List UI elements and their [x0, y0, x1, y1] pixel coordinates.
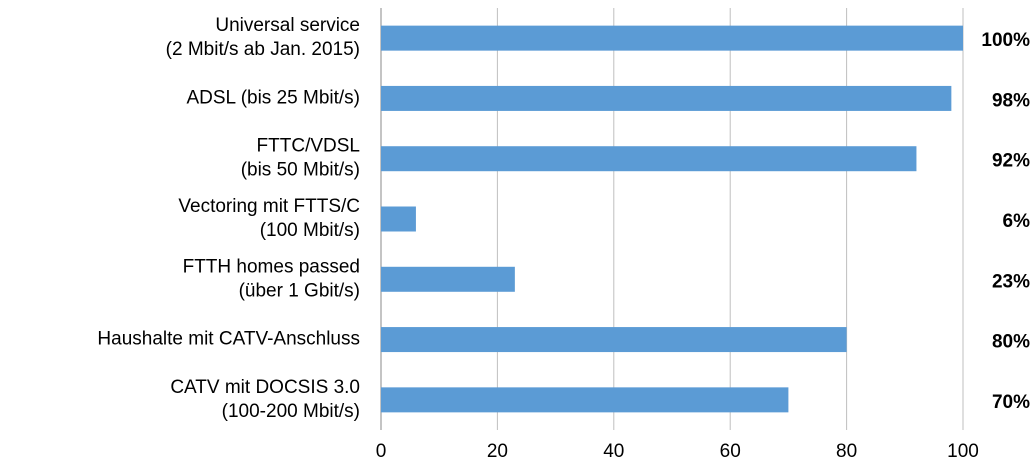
y-tick-label: Haushalte mit CATV-Anschluss — [97, 329, 360, 350]
bar — [381, 327, 847, 353]
value-label: 6% — [1003, 211, 1031, 232]
value-label: 98% — [992, 90, 1030, 111]
value-label: 23% — [992, 271, 1030, 292]
bar — [381, 206, 416, 232]
bar — [381, 266, 515, 292]
x-tick-label: 20 — [487, 441, 508, 462]
x-tick-label: 0 — [376, 441, 387, 462]
x-tick-label: 40 — [603, 441, 624, 462]
x-tick-label: 80 — [836, 441, 857, 462]
bar — [381, 387, 789, 413]
value-label: 80% — [992, 332, 1030, 353]
y-tick-label: ADSL (bis 25 Mbit/s) — [186, 87, 360, 108]
bar — [381, 146, 917, 172]
value-label: 100% — [981, 30, 1030, 51]
value-label: 92% — [992, 151, 1030, 172]
bar — [381, 25, 963, 51]
y-tick-label: FTTC/VDSL (bis 50 Mbit/s) — [241, 136, 360, 181]
value-label: 70% — [992, 392, 1030, 413]
y-tick-label: CATV mit DOCSIS 3.0 (100-200 Mbit/s) — [170, 377, 360, 422]
bar — [381, 85, 952, 111]
y-tick-label: FTTH homes passed (über 1 Gbit/s) — [183, 256, 360, 301]
x-tick-label: 60 — [720, 441, 741, 462]
y-tick-label: Universal service (2 Mbit/s ab Jan. 2015) — [166, 15, 360, 60]
x-tick-label: 100 — [947, 441, 979, 462]
y-tick-label: Vectoring mit FTTS/C (100 Mbit/s) — [178, 196, 360, 241]
